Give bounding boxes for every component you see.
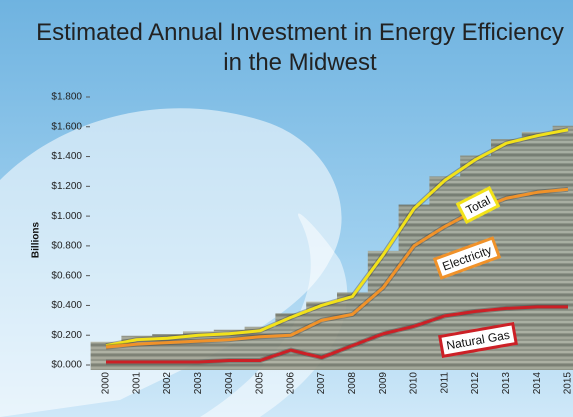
x-tick-label: 2003 <box>193 372 204 395</box>
y-tick-label: $0.400 <box>51 300 82 311</box>
x-tick-label: 2013 <box>501 372 512 395</box>
x-tick-label: 2002 <box>162 372 173 395</box>
title-line: in the Midwest <box>223 49 377 76</box>
y-tick-label: $0.000 <box>51 360 82 371</box>
x-tick-label: 2001 <box>131 372 142 395</box>
x-tick-label: 2000 <box>101 372 112 395</box>
y-tick-label: $1.600 <box>51 121 82 132</box>
x-tick-label: 2012 <box>470 372 481 395</box>
y-axis-label: Billions <box>31 222 42 259</box>
y-tick-label: $0.600 <box>51 270 82 281</box>
title-line: Estimated Annual Investment in Energy Ef… <box>36 19 564 46</box>
y-tick-label: $1.200 <box>51 181 82 192</box>
y-tick-label: $0.800 <box>51 241 82 252</box>
x-tick-label: 2005 <box>255 372 266 395</box>
x-tick-label: 2009 <box>378 372 389 395</box>
y-tick-label: $1.000 <box>51 211 82 222</box>
x-tick-label: 2007 <box>316 372 327 395</box>
x-tick-label: 2008 <box>347 372 358 395</box>
y-tick-label: $1.400 <box>51 151 82 162</box>
x-tick-label: 2004 <box>224 372 235 395</box>
chart: Estimated Annual Investment in Energy Ef… <box>0 0 573 417</box>
x-tick-label: 2006 <box>285 372 296 395</box>
x-tick-label: 2015 <box>563 372 573 395</box>
y-tick-label: $0.200 <box>51 330 82 341</box>
x-tick-label: 2010 <box>409 372 420 395</box>
x-tick-label: 2014 <box>532 372 543 395</box>
x-tick-label: 2011 <box>439 372 450 394</box>
y-tick-label: $1.800 <box>51 92 82 103</box>
